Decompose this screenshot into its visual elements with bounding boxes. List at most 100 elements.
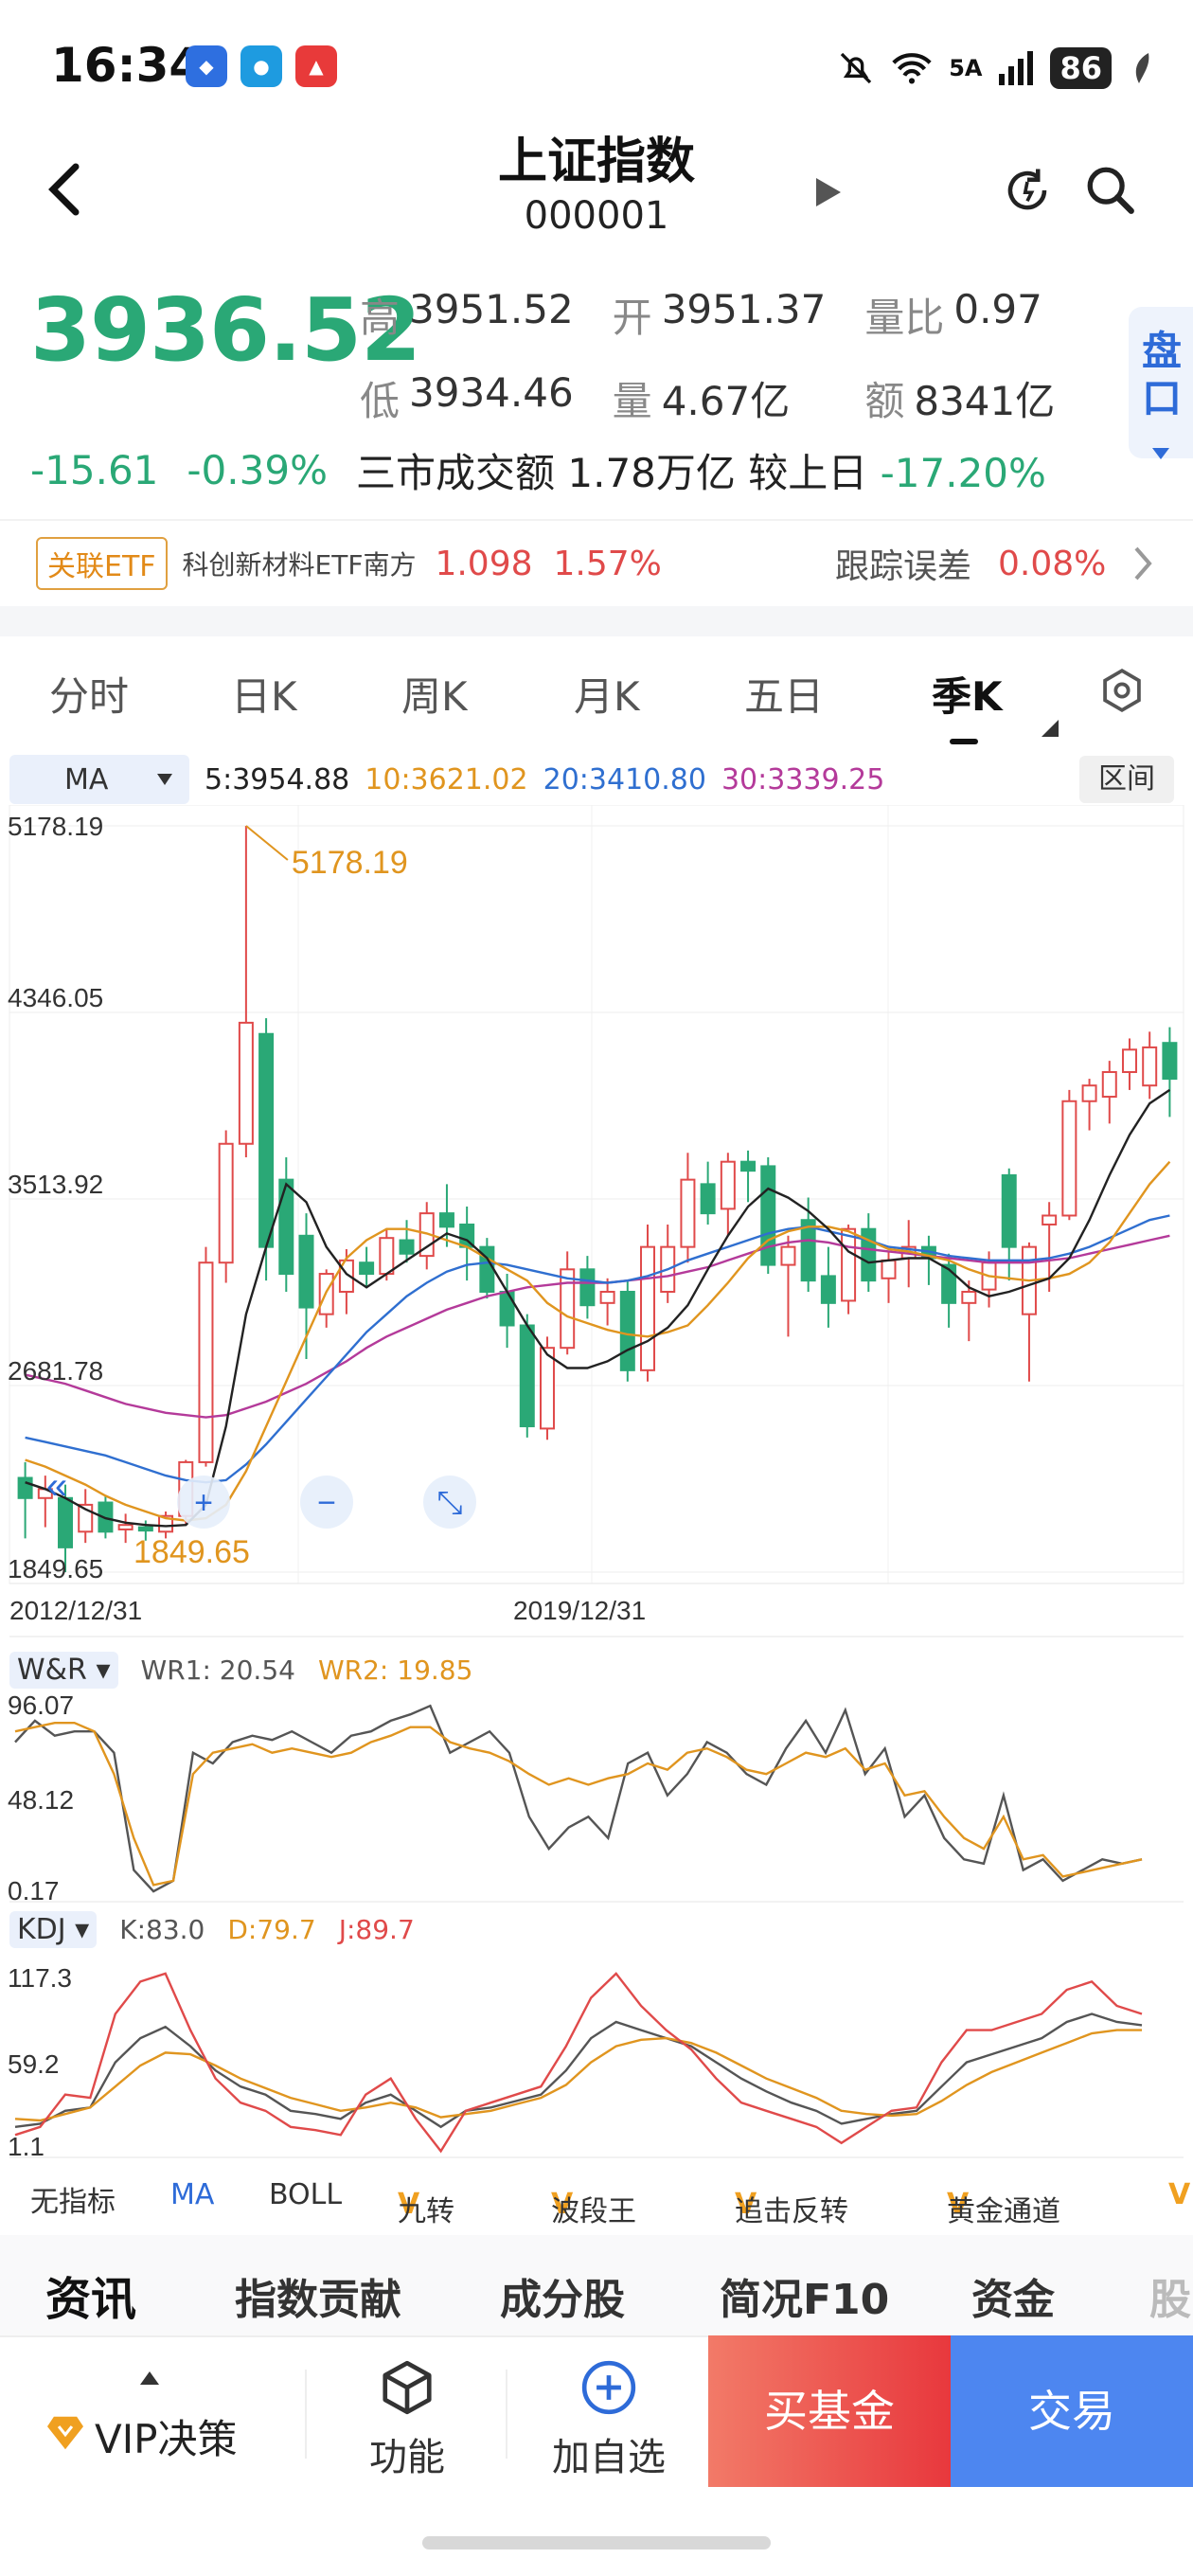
candle: [1001, 1173, 1017, 1248]
zoom-out-icon[interactable]: [300, 1476, 353, 1529]
info-tabs: 资讯 指数贡献 成分股 简况F10 资金 股: [0, 2235, 1193, 2339]
tab-stock[interactable]: 股: [1149, 2276, 1191, 2324]
candle: [359, 1261, 375, 1276]
candle: [1142, 1046, 1158, 1087]
vip-decision-button[interactable]: VIP决策: [38, 2356, 284, 2479]
candle: [599, 1290, 615, 1304]
ma5-line: [25, 1088, 1171, 1528]
tab-index-contribution[interactable]: 指数贡献: [235, 2276, 401, 2324]
trade-button[interactable]: 交易: [951, 2335, 1193, 2487]
wr-legend: W&R ▾ WR1: 20.54 WR2: 19.85: [9, 1646, 472, 1693]
indicator-none[interactable]: 无指标: [30, 2186, 116, 2219]
search-icon[interactable]: [1083, 163, 1138, 218]
kdj-selector[interactable]: KDJ ▾: [9, 1910, 98, 1948]
kdj-legend: KDJ ▾ K:83.0 D:79.7 J:89.7: [9, 1905, 415, 1953]
section-divider: [0, 606, 1193, 636]
candle: [800, 1219, 816, 1282]
d-value: D:79.7: [227, 1913, 316, 1945]
expand-icon[interactable]: [423, 1476, 476, 1529]
buy-fund-button[interactable]: 买基金: [708, 2335, 951, 2487]
quote-amount: 额 8341亿: [864, 377, 1056, 424]
refresh-icon[interactable]: [1002, 165, 1053, 216]
ma-selector[interactable]: MA: [9, 755, 189, 804]
tab-news[interactable]: 资讯: [45, 2273, 137, 2326]
network-label: 5A: [949, 55, 983, 81]
ma20-value: 20:3410.80: [543, 762, 706, 796]
vip-v-icon: V: [947, 2188, 970, 2221]
candle: [379, 1237, 395, 1276]
vs-prev-label: 较上日: [748, 450, 868, 496]
current-price: 3936.52: [30, 279, 421, 381]
ma5-value: 5:3954.88: [205, 762, 350, 796]
candle: [218, 1142, 234, 1264]
function-button[interactable]: 功能: [341, 2358, 473, 2481]
tab-minute[interactable]: 分时: [49, 673, 130, 720]
ma30-value: 30:3339.25: [721, 762, 885, 796]
page-title: 上证指数: [497, 134, 695, 190]
candle: [780, 1245, 796, 1266]
tab-five-day[interactable]: 五日: [744, 673, 825, 720]
interval-button[interactable]: 区间: [1079, 756, 1174, 803]
active-tab-indicator: [950, 739, 978, 744]
candle: [1081, 1084, 1097, 1102]
candle: [539, 1347, 555, 1430]
news-app-icon: ▲: [295, 45, 337, 87]
kline-chart[interactable]: 5178.19 4346.05 3513.92 2681.78 1849.65 5178.…: [0, 805, 1193, 2169]
max-annotation-line: [245, 825, 289, 861]
quote-volume: 量 4.67亿: [612, 377, 791, 424]
corner-triangle-icon: [1042, 720, 1059, 737]
ma10-value: 10:3621.02: [365, 762, 528, 796]
pankou-tab[interactable]: 盘口: [1129, 307, 1193, 459]
tab-monthly[interactable]: 月K: [574, 673, 640, 720]
settings-icon[interactable]: [1098, 667, 1146, 714]
candle: [941, 1263, 957, 1304]
tab-f10[interactable]: 简况F10: [720, 2276, 890, 2324]
kdj-axis-label: 59.2: [8, 2049, 60, 2079]
y-axis-label: 5178.19: [8, 812, 103, 841]
add-watchlist-button[interactable]: 加自选: [538, 2358, 680, 2481]
ma20-line: [25, 1214, 1170, 1484]
tab-constituents[interactable]: 成分股: [500, 2276, 625, 2324]
ma10-line: [25, 1160, 1171, 1522]
candle: [680, 1178, 696, 1248]
min-annotation: 1849.65: [134, 1534, 250, 1570]
kdj-line-1: [14, 2029, 1142, 2122]
home-indicator[interactable]: [422, 2536, 771, 2549]
back-icon[interactable]: [47, 161, 81, 218]
indicator-boll[interactable]: BOLL: [269, 2178, 343, 2211]
related-etf-row[interactable]: 关联ETF 科创新材料ETF南方 1.098 1.57% 跟踪误差 0.08%: [0, 519, 1193, 606]
tracking-error-value: 0.08%: [998, 544, 1107, 583]
cube-icon: [383, 2360, 432, 2415]
tab-quarterly[interactable]: 季K: [932, 673, 1003, 720]
indicator-tabs: 无指标 MA BOLL V 九转 V 波段王 V 追击反转 V 黄金通道 V: [30, 2178, 1191, 2228]
candle: [560, 1268, 576, 1350]
candle: [1121, 1048, 1137, 1073]
wr-selector[interactable]: W&R ▾: [9, 1651, 118, 1689]
bottom-divider: [506, 2370, 507, 2459]
candle: [198, 1261, 214, 1463]
triangle-down-icon: [157, 774, 172, 785]
battery-level: 86: [1050, 47, 1112, 89]
quote-open: 开 3951.37: [612, 285, 827, 341]
candle: [961, 1290, 977, 1304]
signal-icon: [999, 51, 1034, 85]
price-change-pct: -0.39%: [187, 447, 328, 493]
wifi-icon: [892, 53, 932, 84]
vip-v-icon: V: [735, 2188, 757, 2221]
shield-app-icon: ◆: [186, 45, 227, 87]
indicator-ma[interactable]: MA: [170, 2178, 215, 2211]
tab-weekly[interactable]: 周K: [401, 673, 468, 720]
quote-fields: 高 3951.52 开 3951.37 量比 0.97 低 3934.46 量 4.67亿…: [360, 273, 1117, 439]
period-tabs: 分时 日K 周K 月K 五日 季K: [0, 636, 1193, 746]
zoom-in-icon[interactable]: [177, 1476, 230, 1529]
candle: [700, 1183, 716, 1215]
vip-v-icon: V: [398, 2188, 420, 2221]
etf-tag: 关联ETF: [36, 537, 168, 590]
tab-daily[interactable]: 日K: [231, 673, 297, 720]
ma-selector-label: MA: [64, 762, 109, 796]
tab-funds[interactable]: 资金: [971, 2276, 1055, 2324]
next-stock-icon[interactable]: [816, 178, 841, 206]
wr-axis-label: 48.12: [8, 1785, 74, 1815]
market-turnover-label: 三市成交额: [356, 450, 556, 496]
triangle-down-icon: [1152, 448, 1169, 459]
